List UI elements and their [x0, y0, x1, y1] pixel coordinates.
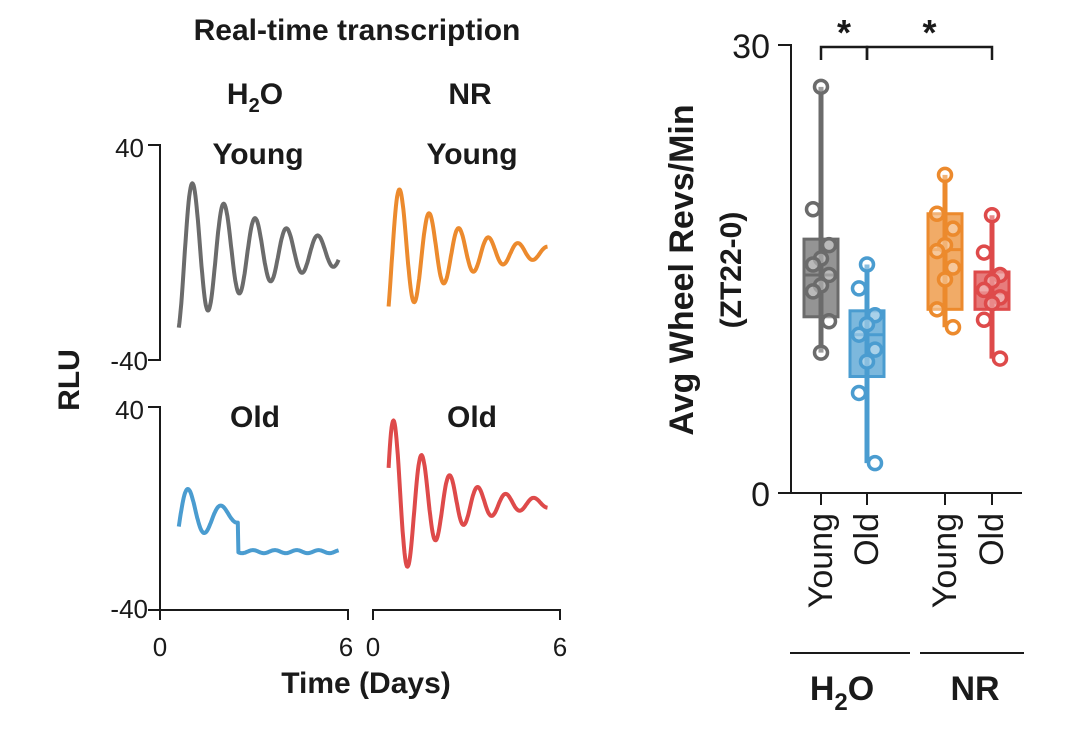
x-axis-nr [372, 609, 561, 620]
top-panel-tick-minus-40: -40 [110, 346, 148, 376]
significance-bracket-1 [865, 45, 994, 60]
top-panel-y-axis [148, 144, 161, 361]
point-0-7 [804, 283, 822, 300]
box-tick-30: 30 [732, 28, 770, 66]
box-axes [778, 44, 1022, 494]
point-0-5 [820, 266, 838, 284]
box-category-label-0: Young [802, 513, 840, 608]
point-1-3 [858, 316, 876, 333]
panel-label-h2o-old: Old [230, 401, 280, 434]
significance-star-0: * [837, 12, 851, 53]
point-1-4 [850, 326, 868, 343]
x-tick-0-h2o: 0 [153, 632, 167, 662]
box-category-label-2: Young [926, 513, 964, 608]
box-y-axis-label: Avg Wheel Revs/Min [663, 104, 701, 435]
column-header-h2o: H2O [227, 78, 283, 117]
point-0-0 [812, 78, 830, 96]
point-0-1 [804, 201, 822, 218]
box-y-axis-label-2: (ZT22-0) [715, 212, 748, 329]
column-header-nr: NR [448, 78, 492, 111]
point-1-5 [866, 341, 884, 358]
trace-layer [176, 181, 549, 569]
box-layer: Young Old Young Old* * [802, 12, 1011, 608]
panel-label-nr-old: Old [447, 401, 497, 434]
trace-1 [386, 187, 549, 307]
panel-label-nr-young: Young [426, 138, 517, 171]
point-3-4 [975, 281, 993, 299]
box-tick-0: 0 [751, 476, 770, 514]
top-panel-tick-40: 40 [115, 133, 144, 163]
point-0-4 [804, 256, 822, 273]
x-tick-6-h2o: 6 [339, 632, 353, 662]
panel-label-h2o-young: Young [212, 138, 303, 171]
point-2-2 [944, 220, 962, 237]
point-3-1 [975, 244, 993, 261]
point-3-8 [991, 350, 1009, 367]
point-1-1 [850, 280, 868, 297]
point-2-4 [928, 242, 946, 260]
point-3-6 [983, 295, 1001, 312]
point-1-8 [866, 454, 884, 472]
point-3-7 [975, 311, 993, 329]
significance-star-1: * [922, 12, 936, 53]
x-axis-h2o [159, 609, 349, 620]
point-2-0 [936, 166, 954, 184]
point-0-8 [820, 313, 838, 330]
point-1-0 [858, 256, 876, 273]
point-0-2 [820, 236, 838, 254]
bottom-panel-tick-40: 40 [115, 395, 144, 425]
x-axis-label: Time (Days) [281, 667, 451, 700]
group-label-h2o: H2O [810, 670, 874, 716]
wheel-revs-chart: Avg Wheel Revs/Min (ZT22-0) 30 0 Young Ol… [663, 12, 1024, 716]
point-2-5 [944, 259, 962, 276]
trace-0 [176, 181, 341, 328]
bottom-panel-y-axis [148, 406, 161, 611]
point-1-6 [858, 353, 876, 370]
point-2-1 [928, 205, 946, 222]
point-2-8 [944, 318, 962, 336]
point-2-6 [936, 271, 954, 288]
point-3-0 [983, 206, 1001, 224]
group-label-nr: NR [950, 670, 999, 708]
x-tick-6-nr: 6 [553, 632, 567, 662]
x-tick-0-nr: 0 [366, 632, 380, 662]
point-2-7 [928, 301, 946, 318]
point-1-7 [850, 384, 868, 402]
chart-title: Real-time transcription [194, 14, 521, 47]
point-0-9 [812, 344, 830, 361]
trace-3 [386, 418, 549, 569]
box-category-label-3: Old [973, 513, 1011, 566]
trace-2 [176, 487, 340, 556]
y-axis-label-rlu: RLU [53, 349, 86, 411]
box-category-label-1: Old [848, 513, 886, 566]
bottom-panel-tick-minus-40: -40 [110, 594, 148, 624]
transcription-chart: Real-time transcription H2O NR RLU 40 -4… [53, 14, 567, 700]
